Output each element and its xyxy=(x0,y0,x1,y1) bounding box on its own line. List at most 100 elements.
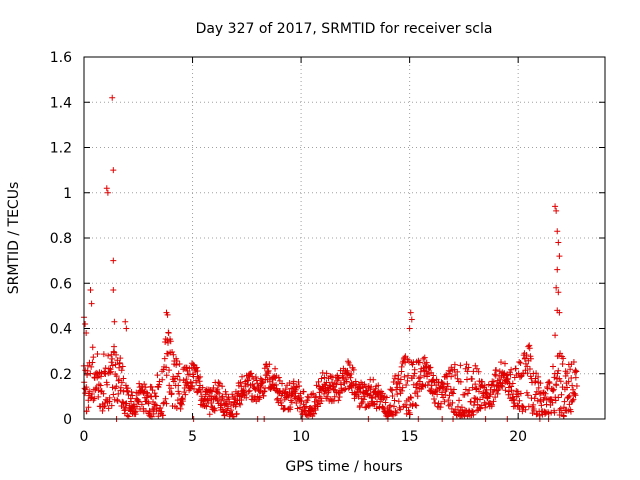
data-point xyxy=(565,393,572,400)
data-point xyxy=(170,378,177,385)
data-point xyxy=(557,350,564,357)
data-point xyxy=(564,370,571,377)
data-point xyxy=(106,369,113,376)
data-point xyxy=(527,355,534,362)
data-point xyxy=(440,381,447,388)
data-point xyxy=(524,370,531,377)
data-point xyxy=(350,366,357,373)
data-point xyxy=(124,412,131,419)
data-point xyxy=(551,409,558,416)
data-point xyxy=(110,257,117,264)
data-point xyxy=(567,408,574,415)
data-point xyxy=(87,287,94,294)
data-point xyxy=(552,203,559,210)
data-point xyxy=(99,407,106,414)
x-tick-label: 0 xyxy=(80,429,89,445)
data-point xyxy=(194,368,201,375)
data-point xyxy=(360,384,367,391)
data-point xyxy=(412,402,419,409)
data-point xyxy=(260,392,267,399)
data-point xyxy=(279,380,286,387)
data-point xyxy=(570,396,577,403)
data-point xyxy=(450,390,457,397)
data-point xyxy=(105,405,112,412)
data-point xyxy=(383,394,390,401)
data-point xyxy=(551,374,558,381)
data-point xyxy=(361,381,368,388)
data-point xyxy=(572,374,579,381)
data-point xyxy=(537,380,544,387)
data-point xyxy=(141,388,148,395)
data-point xyxy=(571,390,578,397)
data-point xyxy=(516,359,523,366)
data-point xyxy=(572,367,579,374)
data-point xyxy=(141,381,148,388)
data-point xyxy=(332,387,339,394)
data-point xyxy=(125,391,132,398)
data-point xyxy=(304,393,311,400)
data-point xyxy=(108,359,115,366)
data-point xyxy=(397,406,404,413)
data-point xyxy=(193,379,200,386)
data-point xyxy=(522,355,529,362)
data-point xyxy=(113,351,120,358)
data-point xyxy=(84,367,91,374)
data-point xyxy=(543,401,550,408)
data-point xyxy=(197,373,204,380)
data-point xyxy=(210,384,217,391)
data-point xyxy=(488,382,495,389)
data-point xyxy=(152,401,159,408)
data-point xyxy=(323,379,330,386)
data-point xyxy=(128,398,135,405)
data-point xyxy=(167,338,174,345)
data-point xyxy=(410,373,417,380)
data-point xyxy=(222,388,229,395)
data-point xyxy=(208,399,215,406)
data-point xyxy=(314,403,321,410)
data-point xyxy=(417,374,424,381)
data-point xyxy=(570,386,577,393)
data-point xyxy=(478,402,485,409)
data-point xyxy=(445,397,452,404)
data-point xyxy=(159,412,166,419)
data-point xyxy=(143,389,150,396)
data-point xyxy=(538,402,545,409)
data-point xyxy=(164,311,171,318)
data-point xyxy=(300,388,307,395)
data-point xyxy=(191,385,198,392)
data-point xyxy=(465,364,472,371)
data-point xyxy=(237,401,244,408)
data-point xyxy=(404,377,411,384)
data-point xyxy=(555,394,562,401)
data-point xyxy=(370,376,377,383)
data-point xyxy=(522,406,529,413)
data-point xyxy=(120,388,127,395)
data-point xyxy=(100,403,107,410)
data-point xyxy=(136,380,143,387)
data-point xyxy=(201,402,208,409)
data-point xyxy=(359,399,366,406)
data-point xyxy=(325,388,332,395)
axis-ticks: 0 0.2 0.4 0.6 0.8 1 1.2 1.4 1.6 0 5 10 15 20 xyxy=(50,50,605,445)
data-point xyxy=(132,408,139,415)
data-point xyxy=(100,390,107,397)
data-point xyxy=(305,394,312,401)
data-point xyxy=(90,354,97,361)
data-point xyxy=(295,379,302,386)
data-point xyxy=(249,381,256,388)
data-point xyxy=(391,397,398,404)
data-point xyxy=(290,378,297,385)
data-point xyxy=(407,309,414,316)
data-point xyxy=(560,413,567,420)
data-point xyxy=(312,407,319,414)
data-point xyxy=(552,397,559,404)
data-point xyxy=(533,388,540,395)
data-point xyxy=(275,374,282,381)
data-point xyxy=(120,375,127,382)
data-point xyxy=(347,374,354,381)
data-point xyxy=(214,389,221,396)
y-tick-label: 1.4 xyxy=(50,95,72,111)
data-point xyxy=(464,368,471,375)
data-point xyxy=(297,394,304,401)
data-point xyxy=(293,400,300,407)
